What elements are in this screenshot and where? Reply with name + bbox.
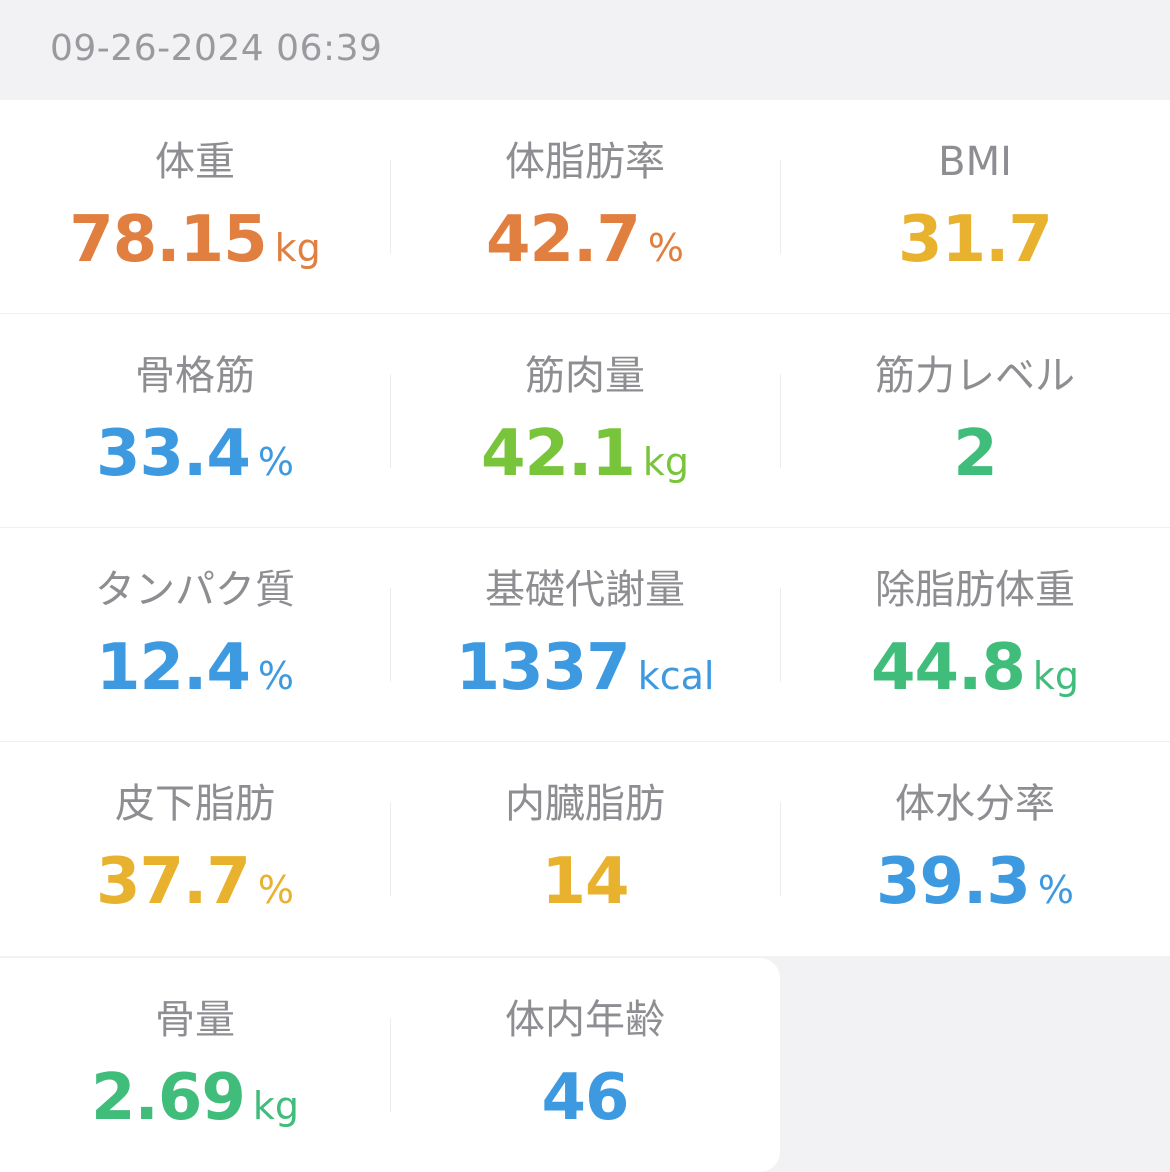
metric-label: 除脂肪体重	[875, 567, 1075, 613]
metric-subcutaneous-fat[interactable]: 皮下脂肪 37.7%	[0, 742, 390, 956]
metric-label: 皮下脂肪	[115, 781, 275, 827]
metric-label: 体脂肪率	[505, 139, 665, 185]
metric-label: 筋肉量	[525, 353, 645, 399]
column-divider	[390, 588, 391, 682]
metric-unit: kg	[274, 226, 321, 270]
metric-strength-level[interactable]: 筋力レベル 2	[780, 314, 1170, 528]
column-divider	[780, 802, 781, 896]
metric-unit: kcal	[637, 654, 715, 698]
metric-value: 2.69	[90, 1061, 246, 1135]
metric-bmi[interactable]: BMI 31.7	[780, 100, 1170, 314]
metric-unit: %	[1037, 868, 1074, 912]
metrics-row: 体重 78.15 kg 体脂肪率 42.7% BMI 31.7	[0, 100, 1170, 314]
metric-value: 12.4	[95, 631, 251, 705]
metric-value: 42.1	[480, 417, 636, 491]
metric-muscle-mass[interactable]: 筋肉量 42.1 kg	[390, 314, 780, 528]
metric-basal-metabolism[interactable]: 基礎代謝量 1337 kcal	[390, 528, 780, 742]
metric-unit: %	[257, 654, 294, 698]
column-divider	[780, 374, 781, 468]
metric-body-fat-rate[interactable]: 体脂肪率 42.7%	[390, 100, 780, 314]
measurement-timestamp: 09-26-2024 06:39	[50, 28, 383, 69]
metric-visceral-fat[interactable]: 内臓脂肪 14	[390, 742, 780, 956]
column-divider	[390, 374, 391, 468]
column-divider	[390, 160, 391, 254]
metric-label: 骨量	[155, 997, 235, 1043]
metric-label: 体重	[155, 139, 235, 185]
metric-unit: kg	[642, 440, 690, 484]
metric-label: 基礎代謝量	[485, 567, 685, 613]
metric-unit: %	[257, 868, 294, 912]
metric-skeletal-muscle[interactable]: 骨格筋 33.4%	[0, 314, 390, 528]
metrics-row: 骨量 2.69 kg 体内年齢 46	[0, 958, 780, 1172]
metric-label: 筋力レベル	[875, 353, 1075, 399]
metric-label: タンパク質	[95, 567, 295, 613]
metric-unit: kg	[252, 1084, 300, 1128]
metric-value: 1337	[455, 631, 631, 705]
metric-value: 33.4	[95, 417, 251, 491]
metrics-row: 骨格筋 33.4% 筋肉量 42.1 kg 筋力レベル 2	[0, 314, 1170, 528]
header-bar: 09-26-2024 06:39	[0, 0, 1170, 100]
metric-unit: %	[647, 226, 684, 270]
metric-bone-mass[interactable]: 骨量 2.69 kg	[0, 958, 390, 1172]
metric-value: 37.7	[95, 845, 251, 919]
metric-value: 44.8	[870, 631, 1026, 705]
metric-value: 39.3	[875, 845, 1031, 919]
metric-value: 46	[541, 1061, 629, 1135]
metric-body-age[interactable]: 体内年齢 46	[390, 958, 780, 1172]
column-divider	[390, 802, 391, 896]
metric-label: 体内年齢	[505, 997, 665, 1043]
metric-protein[interactable]: タンパク質 12.4%	[0, 528, 390, 742]
metric-label: 内臓脂肪	[505, 781, 665, 827]
metric-body-water-rate[interactable]: 体水分率 39.3%	[780, 742, 1170, 956]
metrics-row: 皮下脂肪 37.7% 内臓脂肪 14 体水分率 39.3%	[0, 742, 1170, 956]
metric-weight[interactable]: 体重 78.15 kg	[0, 100, 390, 314]
metric-label: 骨格筋	[135, 353, 255, 399]
metric-value: 2	[953, 417, 998, 491]
column-divider	[780, 588, 781, 682]
metric-value: 42.7	[485, 203, 641, 277]
metric-value: 14	[541, 845, 629, 919]
metric-value: 31.7	[898, 203, 1053, 277]
metric-label: BMI	[938, 139, 1012, 185]
metric-label: 体水分率	[895, 781, 1055, 827]
metric-value: 78.15	[69, 203, 267, 277]
metric-unit: kg	[1032, 654, 1080, 698]
column-divider	[780, 160, 781, 254]
metric-unit: %	[257, 440, 294, 484]
metrics-row: タンパク質 12.4% 基礎代謝量 1337 kcal 除脂肪体重 44.8 kg	[0, 528, 1170, 742]
metric-lean-body-mass[interactable]: 除脂肪体重 44.8 kg	[780, 528, 1170, 742]
column-divider	[390, 1018, 391, 1112]
